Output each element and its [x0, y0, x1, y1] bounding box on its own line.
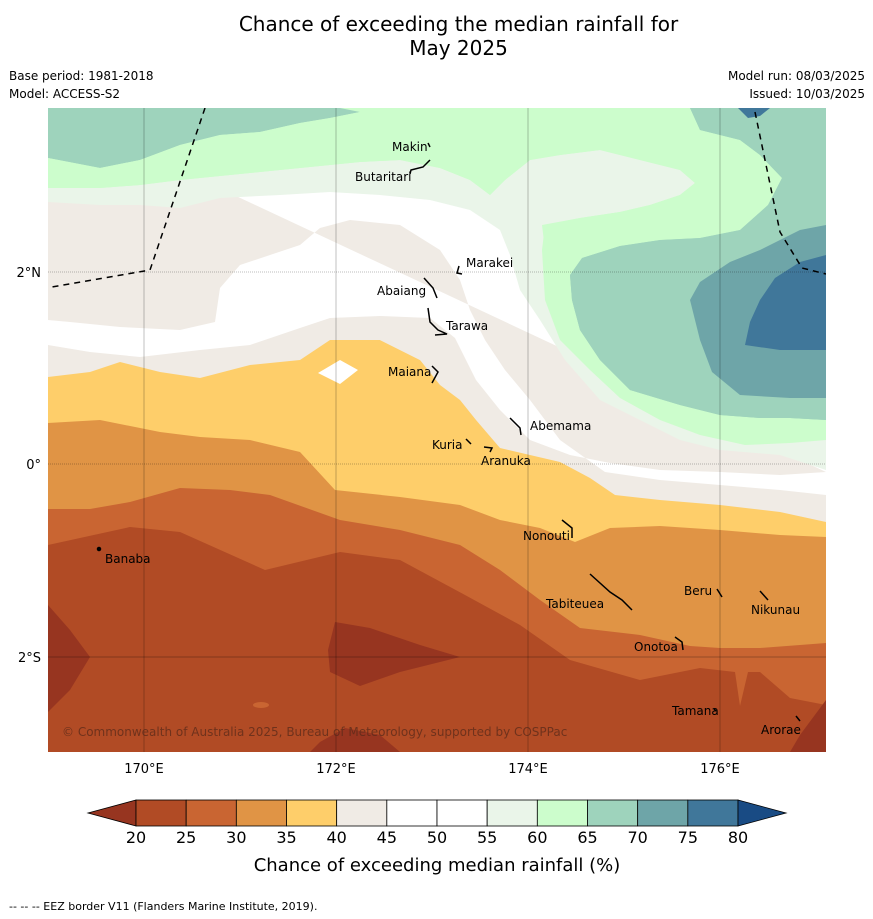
colorbar: 20 25 30 35 40 45 50 55 60 65 70 75 80 [86, 799, 788, 847]
x-axis: 170°E 172°E 174°E 176°E [124, 762, 740, 777]
colorbar-tick: 30 [226, 828, 246, 847]
label-onotoa: Onotoa [634, 640, 678, 654]
label-butaritari: Butaritari [355, 170, 412, 184]
eez-border [51, 108, 826, 288]
island-maiana [431, 365, 439, 384]
colorbar-tick: 50 [427, 828, 447, 847]
colorbar-label: Chance of exceeding median rainfall (%) [254, 855, 621, 876]
island-kuria [465, 438, 472, 445]
base-period: Base period: 1981-2018 [9, 69, 154, 83]
island-beru [716, 588, 723, 598]
island-nonouti [561, 519, 573, 538]
label-aranuka: Aranuka [481, 454, 531, 468]
colorbar-segment [687, 799, 739, 827]
label-abemama: Abemama [530, 419, 591, 433]
label-kuria: Kuria [432, 438, 463, 452]
x-tick-172: 172°E [316, 762, 356, 777]
label-arorae: Arorae [761, 723, 801, 737]
colorbar-segment [486, 799, 538, 827]
colorbar-tick: 75 [678, 828, 698, 847]
band-60-65-top [48, 108, 782, 275]
label-tarawa: Tarawa [445, 319, 488, 333]
issued-date: Issued: 10/03/2025 [749, 87, 865, 101]
model-run: Model run: 08/03/2025 [727, 69, 865, 83]
small-patch [253, 702, 269, 708]
colorbar-tick: 35 [276, 828, 296, 847]
label-tamana: Tamana [671, 704, 719, 718]
colorbar-segment [587, 799, 639, 827]
band-75-80 [745, 255, 826, 350]
colorbar-segment [235, 799, 287, 827]
label-tabiteuea: Tabiteuea [545, 597, 604, 611]
colorbar-tick: 45 [377, 828, 397, 847]
label-abaiang: Abaiang [377, 284, 426, 298]
colorbar-tick: 70 [627, 828, 647, 847]
y-tick-2n: 2°N [17, 266, 42, 281]
copyright-notice: © Commonwealth of Australia 2025, Bureau… [62, 725, 567, 739]
meta-left: Base period: 1981-2018 Model: ACCESS-S2 [9, 67, 154, 103]
colorbar-tick: 80 [728, 828, 748, 847]
island-arorae [795, 715, 801, 722]
y-axis: 2°N 0° 2°S [17, 266, 42, 666]
colorbar-segment [185, 799, 237, 827]
band-40-45-extra [333, 316, 455, 380]
map-plot-area: Makin Butaritari Marakei Abaiang Tarawa … [48, 108, 826, 752]
colorbar-segment [286, 799, 338, 827]
island-tabiteuea [589, 573, 633, 611]
colorbar-segment [386, 799, 438, 827]
island-abaiang [423, 277, 438, 299]
island-tarawa [427, 307, 448, 336]
footnote: -- -- -- EEZ border V11 (Flanders Marine… [9, 900, 318, 913]
island-nikunau [759, 590, 769, 601]
colorbar-extend-low [86, 799, 137, 827]
island-banaba [96, 546, 102, 552]
title-line-1: Chance of exceeding the median rainfall … [238, 12, 679, 36]
island-butaritari [409, 159, 431, 175]
colorbar-segment [536, 799, 588, 827]
white-hole [318, 360, 358, 384]
colorbar-tick: 25 [176, 828, 196, 847]
map-title: Chance of exceeding the median rainfall … [0, 12, 873, 60]
label-maiana: Maiana [388, 365, 431, 379]
colorbar-segment [637, 799, 689, 827]
colorbar-tick: 55 [477, 828, 497, 847]
colorbar-tick: 65 [577, 828, 597, 847]
colorbar-tick: 60 [527, 828, 547, 847]
colorbar-extend-high [737, 799, 788, 827]
band-below-20-center [328, 622, 460, 686]
band-below-20-bottom [310, 728, 400, 752]
meta-right: Model run: 08/03/2025 Issued: 10/03/2025 [728, 67, 865, 103]
colorbar-segment [336, 799, 388, 827]
colorbar-tick: 40 [326, 828, 346, 847]
label-makin: Makin [392, 140, 428, 154]
y-tick-2s: 2°S [18, 651, 41, 666]
place-labels: Makin Butaritari Marakei Abaiang Tarawa … [105, 140, 801, 737]
island-marakei [456, 265, 463, 275]
band-below-20-right [790, 700, 826, 752]
x-tick-170: 170°E [124, 762, 164, 777]
label-nonouti: Nonouti [523, 529, 570, 543]
colorbar-segment [436, 799, 488, 827]
model-name: Model: ACCESS-S2 [9, 87, 121, 101]
colorbar-tick: 20 [126, 828, 146, 847]
colorbar-segment [135, 799, 187, 827]
island-tamana [713, 708, 717, 712]
x-tick-174: 174°E [508, 762, 548, 777]
island-abemama [509, 417, 522, 436]
label-nikunau: Nikunau [751, 603, 800, 617]
island-makin [427, 142, 431, 148]
label-beru: Beru [684, 584, 712, 598]
island-aranuka [483, 446, 494, 453]
band-below-20-left [48, 605, 90, 712]
label-banaba: Banaba [105, 552, 151, 566]
title-line-2: May 2025 [409, 36, 508, 60]
x-tick-176: 176°E [700, 762, 740, 777]
y-tick-0: 0° [26, 458, 41, 473]
islands [96, 142, 801, 722]
label-marakei: Marakei [466, 256, 513, 270]
island-onotoa [674, 636, 684, 651]
band-75-80-top [738, 108, 770, 118]
grid-lines [48, 108, 826, 752]
